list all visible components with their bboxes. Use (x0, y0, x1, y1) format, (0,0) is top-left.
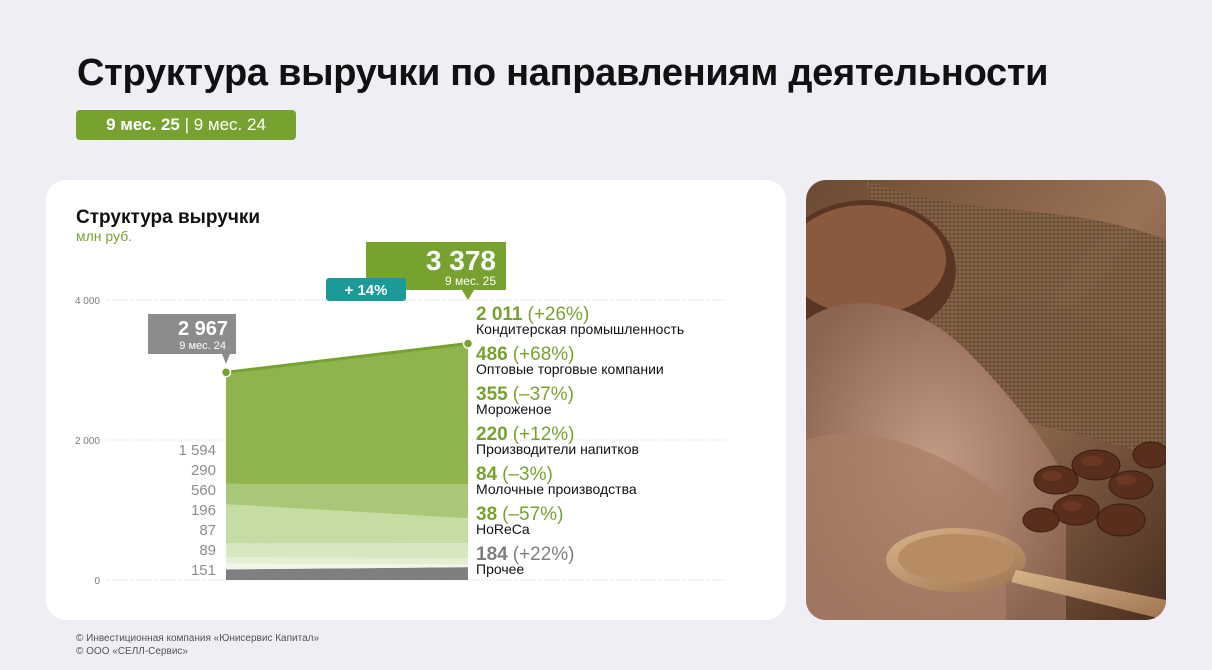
growth-label: + 14% (345, 282, 388, 299)
chart-unit: млн руб. (76, 228, 133, 244)
total-point (220, 367, 232, 378)
total-line (225, 342, 469, 374)
right-value-label: 355 (–37%) (476, 384, 574, 405)
right-category-label: Мороженое (476, 401, 552, 417)
period-badge: 9 мес. 25 | 9 мес. 24 (76, 110, 296, 140)
cocoa-photo (806, 180, 1166, 620)
area-series (226, 567, 468, 580)
footer-copyright-2: © ООО «СЕЛЛ-Сервис» (76, 646, 188, 657)
footer-copyright-1: © Инвестиционная компания «Юнисервис Кап… (76, 633, 320, 644)
area-series (226, 504, 468, 544)
growth-badge (326, 278, 406, 301)
right-category-label: HoReCa (476, 521, 530, 537)
total-callout-prev (148, 314, 236, 364)
right-value-label: 486 (+68%) (476, 344, 574, 365)
total-value-current: 3 378 (426, 245, 496, 276)
left-value-label: 560 (191, 482, 216, 499)
right-value-label: 220 (+12%) (476, 424, 574, 445)
y-tick-label: 2 000 (75, 436, 100, 447)
right-value-label: 84 (–3%) (476, 464, 553, 485)
chart-title: Структура выручки (76, 207, 261, 228)
area-series (226, 563, 468, 570)
total-value-prev: 2 967 (178, 318, 228, 340)
area-series (226, 557, 468, 565)
area-series (226, 543, 468, 559)
y-tick-label: 4 000 (75, 296, 100, 307)
y-tick-label: 0 (94, 576, 100, 587)
right-category-label: Оптовые торговые компании (476, 361, 664, 377)
right-category-label: Прочее (476, 561, 524, 577)
left-value-label: 89 (199, 542, 216, 559)
right-category-label: Кондитерская промышленность (476, 321, 684, 337)
right-value-label: 184 (+22%) (476, 544, 574, 565)
period-separator: | (179, 115, 194, 134)
right-value-label: 38 (–57%) (476, 504, 563, 525)
right-value-label: 2 011 (+26%) (476, 304, 589, 325)
left-value-label: 1 594 (178, 442, 216, 459)
area-series (226, 483, 468, 519)
period-current: 9 мес. 25 (106, 115, 180, 134)
total-period-prev: 9 мес. 24 (179, 340, 226, 352)
total-period-current: 9 мес. 25 (445, 274, 496, 288)
left-value-label: 87 (199, 522, 216, 539)
total-point (462, 338, 474, 349)
cocoa-photo-art (806, 180, 1166, 620)
page-title: Структура выручки по направлениям деятел… (77, 52, 1049, 94)
area-series (226, 343, 468, 485)
left-value-label: 151 (191, 562, 216, 579)
period-previous: 9 мес. 24 (193, 115, 266, 134)
right-category-label: Молочные производства (476, 481, 637, 497)
right-category-label: Производители напитков (476, 441, 639, 457)
left-value-label: 196 (191, 502, 216, 519)
left-value-label: 290 (191, 462, 216, 479)
